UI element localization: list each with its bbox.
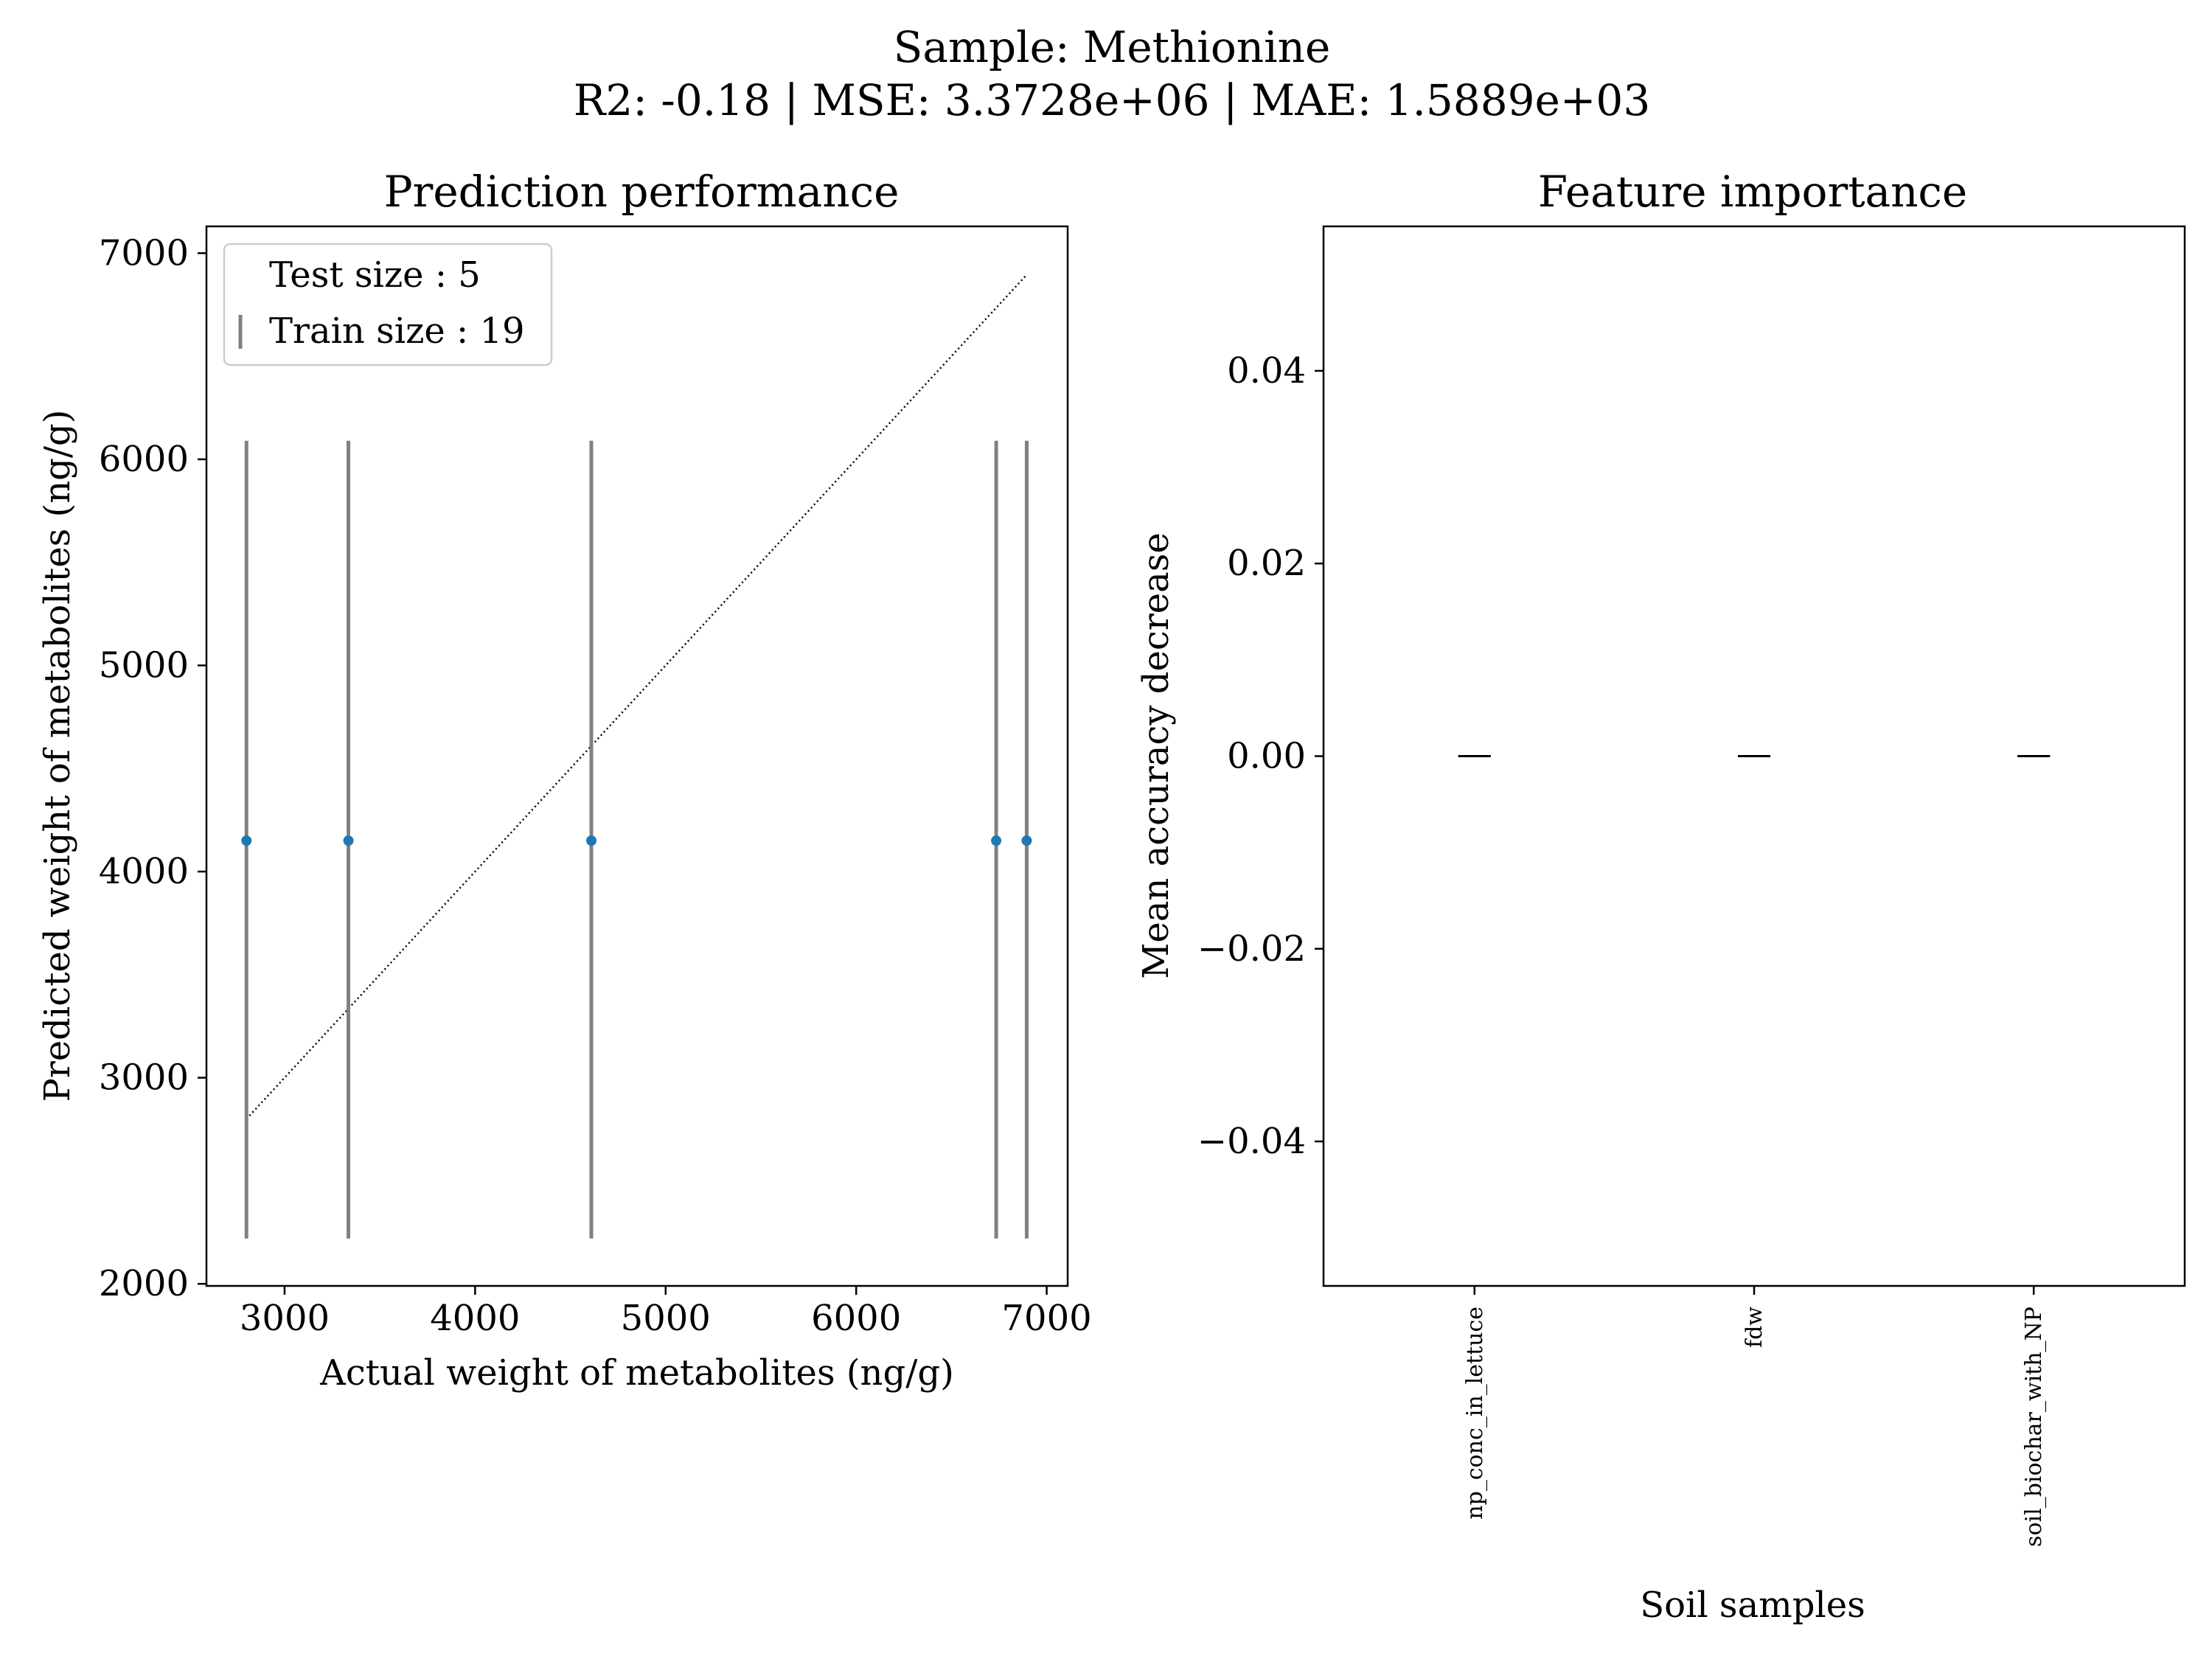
- right-x-tick-label: fdw: [1742, 1307, 1767, 1348]
- right-y-axis-label: Mean accuracy decrease: [1135, 532, 1177, 978]
- legend-entry-test-size: Test size : 5: [269, 254, 481, 296]
- left-y-tick-label: 5000: [99, 644, 189, 686]
- right-plot-area: −0.04 −0.02 0.00 0.02 0.04 np_conc_in_lettuce…: [1197, 350, 2051, 1547]
- left-x-tick-label: 7000: [1001, 1298, 1091, 1339]
- right-y-tick-label: −0.04: [1197, 1121, 1306, 1162]
- suptitle-line-1: Sample: Methionine: [894, 22, 1331, 72]
- left-x-tick-label: 6000: [811, 1298, 901, 1339]
- right-y-tick-label: −0.02: [1197, 928, 1306, 970]
- left-y-tick-label: 3000: [99, 1057, 189, 1099]
- left-y-tick-label: 2000: [99, 1263, 189, 1304]
- left-plot-area: 3000 4000 5000 6000 7000 2000 3000 4000 5000 6000…: [99, 232, 1092, 1339]
- right-y-tick-label: 0.04: [1227, 350, 1306, 392]
- right-x-axis-label: Soil samples: [1640, 1585, 1865, 1626]
- left-y-tick-label: 4000: [99, 851, 189, 892]
- data-point: [991, 835, 1002, 846]
- feature-importance-panel: Feature importance −0.04 −0.02 0.00 0.02 0.0…: [1135, 167, 2186, 1626]
- left-x-tick-label: 5000: [621, 1298, 711, 1339]
- data-point: [1021, 835, 1032, 846]
- left-x-axis-label: Actual weight of metabolites (ng/g): [319, 1352, 954, 1394]
- right-axes-frame: [1322, 225, 2186, 1287]
- right-panel-title: Feature importance: [1538, 167, 1968, 217]
- data-point: [241, 835, 252, 846]
- prediction-performance-panel: Prediction performance 3000 4000 5000 6000 7…: [37, 167, 1092, 1394]
- left-axes-frame: [205, 225, 1069, 1287]
- left-panel-title: Prediction performance: [384, 167, 900, 217]
- right-x-tick-label: np_conc_in_lettuce: [1462, 1307, 1488, 1520]
- right-x-tick-label: soil_biochar_with_NP: [2021, 1307, 2047, 1547]
- left-x-tick-label: 4000: [430, 1298, 520, 1339]
- left-y-tick-label: 7000: [99, 232, 189, 274]
- data-point: [585, 835, 597, 846]
- legend-box: [223, 243, 553, 366]
- left-legend: Test size : 5 Train size : 19: [223, 243, 553, 366]
- identity-line: [246, 274, 1028, 1120]
- left-y-tick-label: 6000: [99, 439, 189, 480]
- left-y-axis-label: Predicted weight of metabolites (ng/g): [37, 410, 78, 1102]
- suptitle-line-2: R2: -0.18 | MSE: 3.3728e+06 | MAE: 1.588…: [574, 75, 1650, 125]
- left-x-tick-label: 3000: [240, 1298, 330, 1339]
- data-point: [343, 835, 354, 846]
- legend-entry-train-size: Train size : 19: [269, 310, 525, 352]
- right-y-tick-label: 0.02: [1227, 543, 1306, 584]
- right-y-tick-label: 0.00: [1227, 736, 1306, 777]
